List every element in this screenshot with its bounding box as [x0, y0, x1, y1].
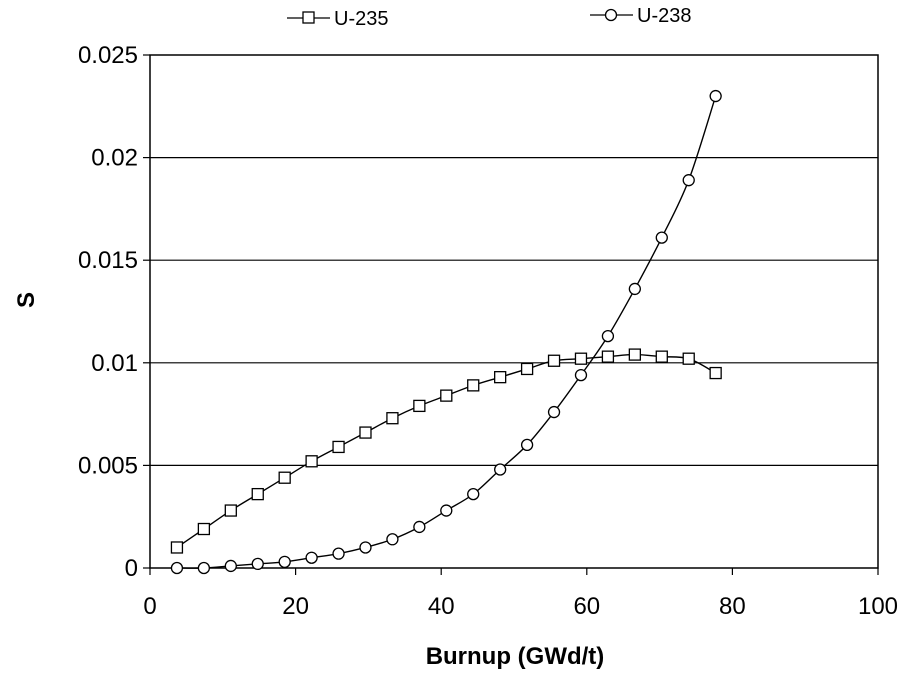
- data-point-u235: [520, 362, 534, 376]
- data-point-u238: [601, 329, 615, 343]
- series-line-u235: [176, 353, 716, 549]
- data-point-u235: [197, 522, 211, 536]
- data-point-u235: [251, 487, 264, 501]
- y-tick-label: 0.015: [78, 247, 138, 274]
- data-point-u235: [467, 379, 480, 392]
- data-point-u238: [224, 559, 237, 573]
- data-point-u235: [601, 350, 615, 363]
- data-point-u238: [251, 557, 264, 571]
- data-point-u238: [682, 174, 695, 187]
- data-point-u238: [197, 561, 211, 575]
- x-tick-label: 100: [858, 593, 898, 620]
- legend-square-marker-icon: [302, 11, 315, 24]
- data-point-u235: [682, 352, 695, 365]
- data-point-u235: [359, 426, 372, 439]
- data-point-u238: [574, 368, 588, 382]
- data-point-u238: [332, 547, 345, 560]
- data-point-u235: [332, 440, 345, 454]
- y-axis-ticks: 0 0.005 0.01 0.015 0.02 0.025: [78, 42, 150, 582]
- y-axis-title: S: [13, 292, 40, 308]
- data-point-u238: [386, 533, 399, 546]
- y-tick-label: 0.02: [91, 145, 138, 172]
- y-tick-label: 0.005: [78, 452, 138, 479]
- data-point-u238: [628, 282, 641, 296]
- data-point-u238: [655, 231, 668, 244]
- legend-item-u235: U-235: [287, 8, 388, 30]
- data-point-u235: [709, 366, 722, 380]
- x-tick-label: 20: [282, 593, 309, 620]
- y-tick-label: 0.025: [78, 42, 138, 69]
- series-markers: [170, 89, 722, 575]
- gridlines: [150, 157, 878, 466]
- data-point-u238: [305, 551, 318, 564]
- data-point-u235: [386, 412, 399, 425]
- x-axis-ticks: 0 20 40 60 80 100: [143, 568, 898, 620]
- data-point-u238: [494, 463, 507, 476]
- data-point-u235: [440, 389, 453, 402]
- data-point-u238: [520, 438, 534, 452]
- data-point-u235: [278, 471, 291, 484]
- data-point-u238: [467, 487, 480, 501]
- data-point-u238: [709, 89, 722, 103]
- data-point-u238: [359, 541, 372, 554]
- data-point-u238: [440, 504, 453, 517]
- data-point-u238: [170, 561, 184, 575]
- x-tick-label: 60: [573, 593, 600, 620]
- legend-item-u238: U-238: [590, 5, 691, 27]
- data-point-u238: [413, 520, 426, 534]
- data-point-u235: [628, 348, 641, 361]
- x-tick-label: 40: [428, 593, 455, 620]
- x-tick-label: 0: [143, 593, 156, 620]
- data-point-u235: [305, 455, 318, 468]
- legend-circle-marker-icon: [604, 8, 618, 22]
- data-point-u235: [655, 350, 668, 363]
- data-point-u235: [547, 354, 561, 367]
- legend-label-u235: U-235: [334, 8, 388, 30]
- plot-area-frame: [149, 54, 879, 569]
- x-tick-label: 80: [719, 593, 746, 620]
- data-point-u235: [170, 541, 184, 554]
- data-point-u235: [574, 352, 588, 365]
- data-point-u238: [547, 405, 561, 419]
- legend-label-u238: U-238: [637, 5, 691, 27]
- legend: U-235 U-238: [287, 5, 691, 30]
- y-tick-label: 0: [125, 555, 138, 582]
- data-point-u235: [494, 371, 507, 384]
- axes: [149, 54, 879, 569]
- x-axis-title: Burnup (GWd/t): [426, 643, 605, 670]
- data-point-u235: [224, 504, 237, 517]
- data-point-u235: [413, 399, 426, 413]
- data-point-u238: [278, 555, 291, 568]
- y-tick-label: 0.01: [91, 350, 138, 377]
